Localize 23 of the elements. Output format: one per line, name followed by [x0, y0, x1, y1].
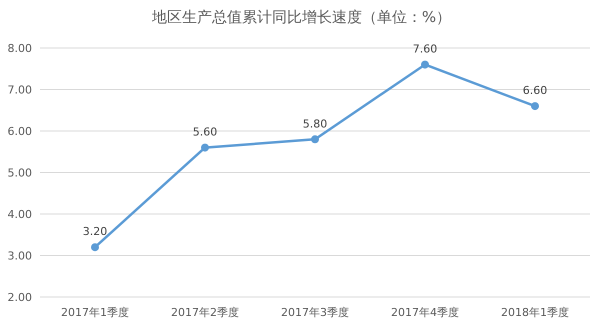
chart-title: 地区生产总值累计同比增长速度（单位：%） [150, 8, 452, 26]
data-label: 6.60 [522, 84, 548, 98]
x-tick-label: 2017年4季度 [391, 306, 459, 319]
y-tick-label: 6.00 [8, 125, 32, 138]
y-tick-label: 7.00 [8, 84, 32, 96]
y-tick-label: 4.00 [8, 208, 32, 221]
y-tick-label: 3.00 [8, 250, 32, 262]
y-tick-label: 8.00 [8, 42, 32, 55]
point [421, 60, 429, 69]
x-tick-label: 2017年2季度 [171, 306, 239, 319]
point [91, 243, 99, 252]
data-label: 5.60 [192, 126, 218, 139]
y-tick-label: 5.00 [8, 166, 32, 180]
point [311, 135, 319, 144]
x-tick-label: 2017年3季度 [281, 306, 349, 319]
data-label: 3.20 [82, 225, 108, 238]
x-tick-label: 2017年1季度 [61, 306, 129, 319]
point [531, 102, 539, 110]
y-tick-label: 2.00 [8, 291, 32, 304]
point [201, 144, 209, 152]
data-label: 7.60 [412, 42, 438, 56]
data-label: 5.80 [302, 117, 328, 130]
x-tick-label: 2018年1季度 [501, 306, 569, 319]
